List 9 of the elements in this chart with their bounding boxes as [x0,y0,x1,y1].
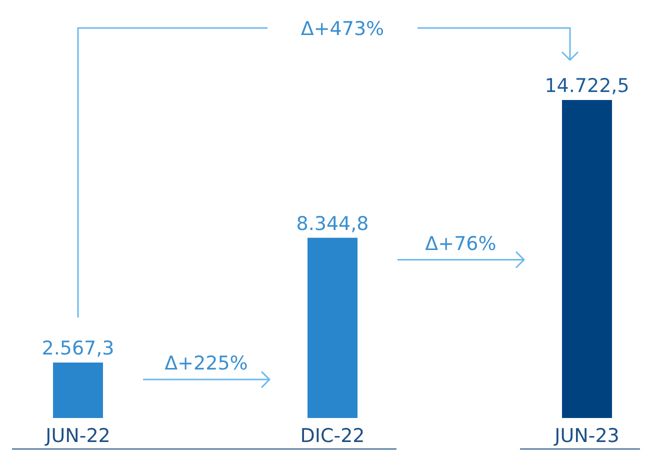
data-label: 2.567,3 [42,338,114,360]
x-tick-label: JUN-22 [44,425,110,447]
data-label: 8.344,8 [296,212,369,235]
annotation: Δ+225% [164,352,248,375]
data-label: 14.722,5 [544,75,630,97]
text: Δ+473% [300,18,384,40]
x-tick-label: JUN-23 [554,425,620,447]
x-tick-label: DIC-22 [300,425,365,447]
annotation: Δ+76% [425,232,496,255]
